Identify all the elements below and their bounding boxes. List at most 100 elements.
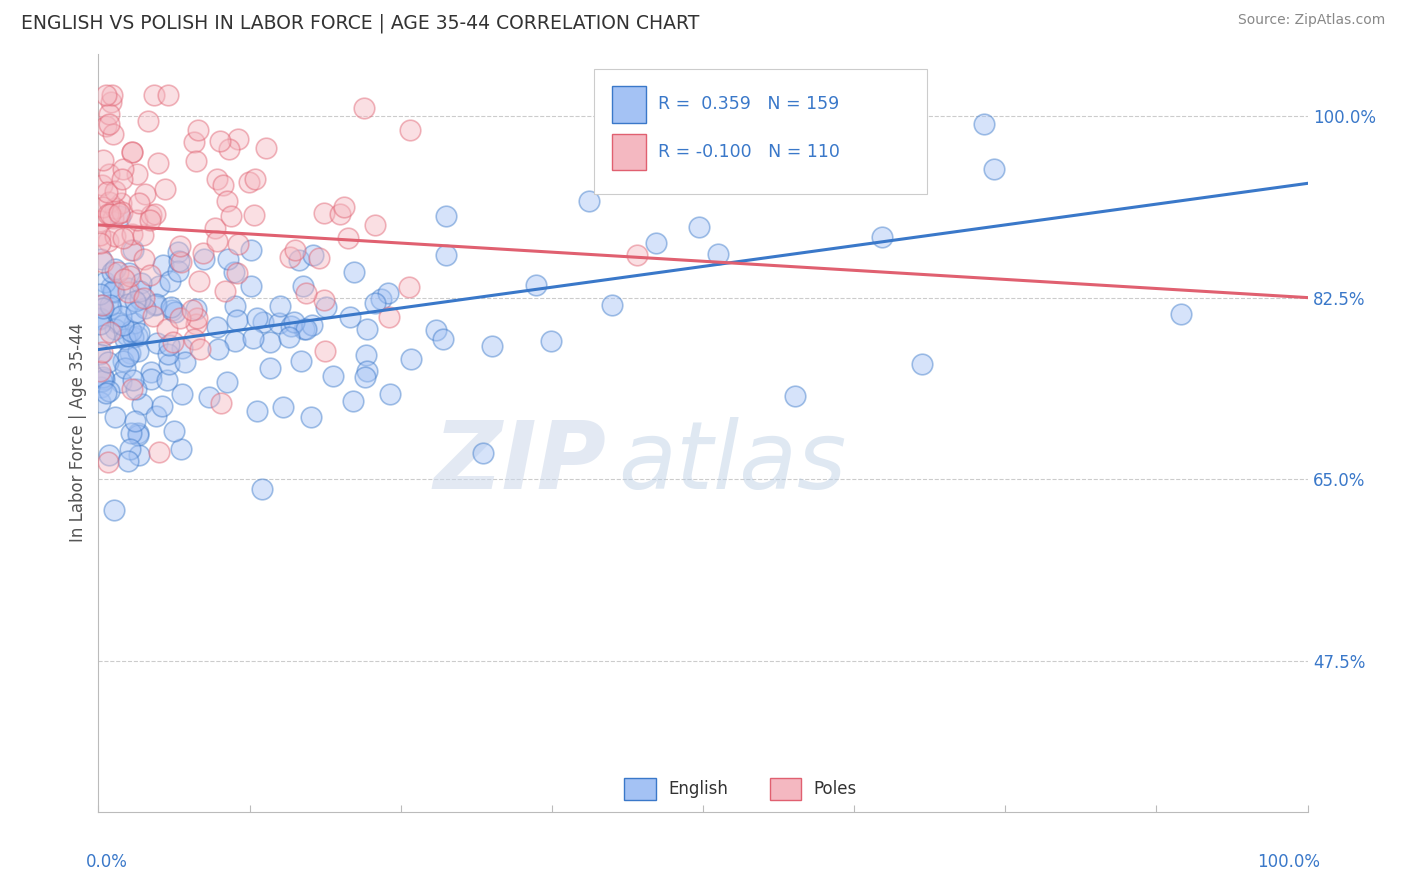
Point — [112, 318, 135, 332]
Point — [254, 141, 277, 155]
Point — [124, 414, 146, 428]
Point — [121, 382, 143, 396]
Point — [110, 375, 132, 389]
Point — [167, 254, 190, 268]
Point — [101, 88, 124, 103]
Point — [91, 178, 114, 192]
Point — [301, 318, 323, 333]
Point — [172, 387, 194, 401]
Point — [110, 209, 132, 223]
Point — [626, 248, 648, 262]
Text: English: English — [668, 780, 728, 798]
Point — [128, 448, 150, 462]
Text: R =  0.359   N = 159: R = 0.359 N = 159 — [658, 95, 839, 113]
Point — [98, 298, 121, 312]
FancyBboxPatch shape — [624, 778, 655, 800]
Point — [127, 343, 149, 358]
Point — [96, 88, 118, 103]
Point — [207, 342, 229, 356]
Point — [160, 303, 183, 318]
Point — [143, 207, 166, 221]
Point — [131, 397, 153, 411]
Point — [145, 409, 167, 424]
Point — [688, 220, 710, 235]
Point — [186, 311, 208, 326]
Point — [209, 395, 232, 409]
Point — [353, 369, 375, 384]
Point — [180, 302, 202, 317]
Point — [432, 332, 454, 346]
Point — [707, 246, 730, 260]
Point — [600, 298, 623, 312]
Point — [226, 131, 249, 145]
Point — [240, 278, 263, 293]
Point — [284, 243, 307, 257]
Point — [872, 230, 894, 244]
Point — [118, 266, 141, 280]
Point — [89, 395, 111, 409]
Point — [112, 354, 135, 368]
Point — [215, 194, 238, 208]
Point — [339, 310, 361, 325]
Point — [136, 113, 159, 128]
Point — [214, 284, 236, 298]
Text: atlas: atlas — [619, 417, 846, 508]
FancyBboxPatch shape — [613, 134, 647, 170]
Point — [90, 298, 112, 312]
Point — [148, 445, 170, 459]
Point — [314, 293, 336, 307]
Point — [125, 167, 148, 181]
Point — [204, 220, 226, 235]
Point — [578, 194, 600, 208]
Point — [121, 145, 143, 160]
Point — [378, 386, 401, 401]
Point — [124, 293, 146, 308]
Point — [89, 346, 111, 360]
Point — [139, 372, 162, 386]
Point — [107, 316, 129, 330]
Point — [730, 152, 752, 166]
Point — [160, 300, 183, 314]
Point — [127, 425, 149, 440]
Point — [89, 214, 111, 228]
Point — [117, 285, 139, 300]
Point — [252, 314, 274, 328]
Point — [278, 250, 301, 264]
Text: Source: ZipAtlas.com: Source: ZipAtlas.com — [1237, 13, 1385, 28]
Point — [97, 195, 120, 210]
Point — [104, 201, 127, 215]
Point — [169, 310, 191, 325]
Point — [356, 322, 378, 336]
Point — [336, 230, 359, 244]
Point — [356, 364, 378, 378]
Point — [540, 334, 562, 349]
Point — [353, 102, 375, 116]
Point — [94, 385, 117, 400]
Point — [89, 286, 111, 301]
Point — [226, 236, 249, 251]
Point — [98, 106, 121, 120]
Point — [292, 321, 315, 335]
Point — [112, 272, 135, 286]
Point — [377, 285, 399, 300]
Point — [97, 455, 120, 469]
Point — [163, 424, 186, 438]
Point — [205, 320, 228, 334]
Point — [183, 136, 205, 150]
Point — [193, 252, 215, 267]
Point — [471, 446, 494, 460]
Point — [103, 285, 125, 300]
Point — [97, 207, 120, 221]
Point — [125, 304, 148, 318]
Point — [89, 364, 111, 378]
Point — [139, 213, 162, 227]
Point — [288, 253, 311, 268]
Point — [157, 347, 180, 361]
Point — [170, 255, 193, 269]
Point — [329, 207, 352, 221]
Point — [117, 297, 139, 311]
Point — [103, 127, 125, 141]
Point — [115, 328, 138, 343]
Point — [983, 162, 1005, 177]
Point — [212, 178, 235, 193]
